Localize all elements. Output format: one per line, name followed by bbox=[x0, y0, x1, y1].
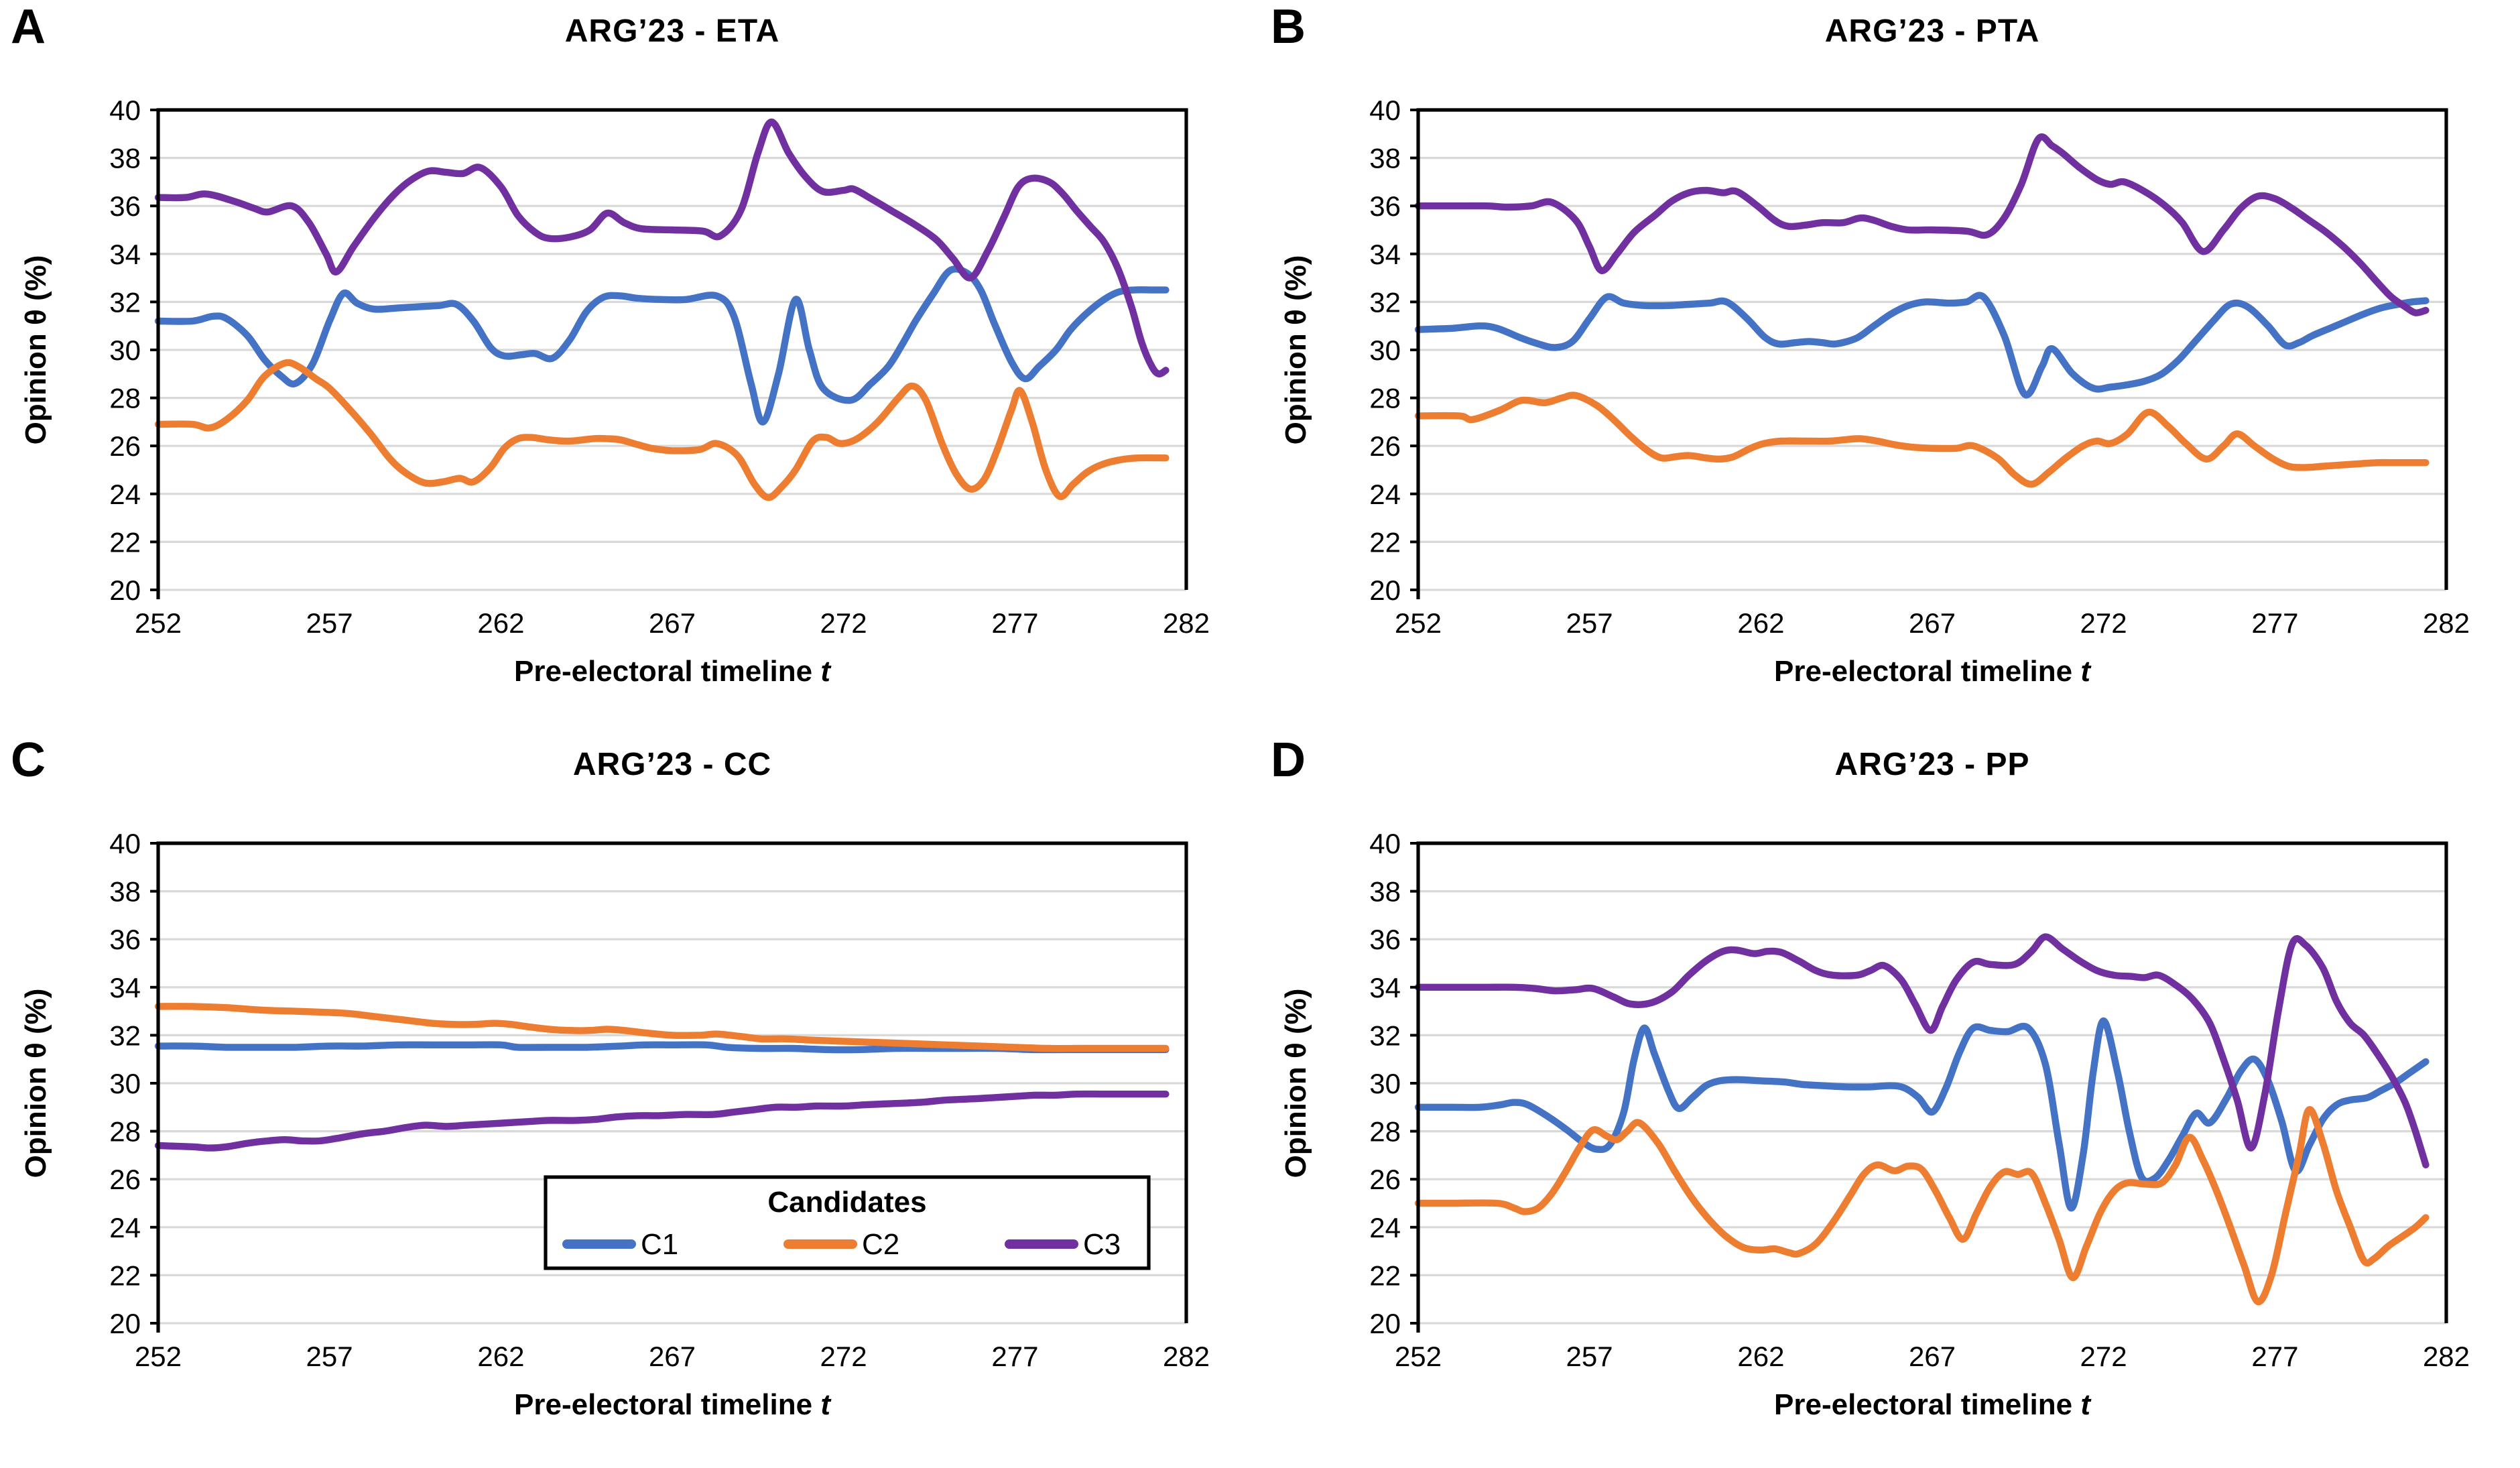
svg-text:277: 277 bbox=[2251, 607, 2298, 639]
svg-text:28: 28 bbox=[1369, 1116, 1401, 1148]
svg-text:282: 282 bbox=[1163, 1341, 1210, 1372]
svg-text:267: 267 bbox=[649, 607, 696, 639]
svg-text:262: 262 bbox=[477, 1341, 524, 1372]
svg-text:32: 32 bbox=[109, 286, 141, 318]
svg-text:40: 40 bbox=[109, 95, 141, 126]
svg-text:24: 24 bbox=[1369, 479, 1401, 510]
panel-d: D ARG’23 - PP Opinion θ (%) 20 22 24 26 28 30… bbox=[1260, 733, 2520, 1467]
svg-text:40: 40 bbox=[1369, 95, 1401, 126]
svg-text:24: 24 bbox=[109, 1212, 141, 1243]
x-axis-label-d: Pre-electoral timeline t bbox=[1774, 1388, 2090, 1421]
svg-text:257: 257 bbox=[306, 607, 353, 639]
x-axis-label-a: Pre-electoral timeline t bbox=[514, 654, 830, 688]
svg-text:40: 40 bbox=[109, 828, 141, 859]
svg-text:252: 252 bbox=[135, 607, 182, 639]
svg-text:30: 30 bbox=[1369, 1068, 1401, 1099]
svg-text:20: 20 bbox=[1369, 1308, 1401, 1339]
svg-text:252: 252 bbox=[1395, 1341, 1442, 1372]
svg-text:34: 34 bbox=[109, 239, 141, 270]
svg-text:20: 20 bbox=[1369, 574, 1401, 606]
svg-text:26: 26 bbox=[1369, 430, 1401, 462]
chart-title-c: ARG’23 - CC bbox=[572, 747, 772, 783]
panel-letter-c: C bbox=[11, 732, 46, 787]
svg-text:28: 28 bbox=[109, 383, 141, 414]
svg-text:30: 30 bbox=[109, 334, 141, 366]
svg-text:26: 26 bbox=[1369, 1164, 1401, 1195]
svg-text:24: 24 bbox=[1369, 1212, 1401, 1243]
svg-text:257: 257 bbox=[1566, 1341, 1613, 1372]
svg-text:30: 30 bbox=[109, 1068, 141, 1099]
panel-letter-b: B bbox=[1271, 0, 1306, 54]
svg-text:32: 32 bbox=[1369, 1020, 1401, 1051]
svg-text:22: 22 bbox=[1369, 526, 1401, 558]
svg-text:20: 20 bbox=[109, 1308, 141, 1339]
svg-text:36: 36 bbox=[109, 190, 141, 222]
svg-text:277: 277 bbox=[2251, 1341, 2298, 1372]
svg-text:282: 282 bbox=[1163, 607, 1210, 639]
x-axis-label-c: Pre-electoral timeline t bbox=[514, 1388, 830, 1421]
plot-area-a: 20 22 24 26 28 30 32 34 36 38 40 252 257 262 267 272 277… bbox=[0, 0, 1260, 733]
plot-area-d: 20 22 24 26 28 30 32 34 36 38 40 252 257 262 267 272 277… bbox=[1260, 733, 2520, 1467]
svg-text:257: 257 bbox=[1566, 607, 1613, 639]
svg-text:22: 22 bbox=[109, 526, 141, 558]
plot-area-b: 20 22 24 26 28 30 32 34 36 38 40 252 257 262 267 272 277… bbox=[1260, 0, 2520, 733]
svg-text:262: 262 bbox=[477, 607, 524, 639]
svg-text:267: 267 bbox=[1909, 607, 1956, 639]
svg-text:24: 24 bbox=[109, 479, 141, 510]
svg-text:26: 26 bbox=[109, 430, 141, 462]
svg-text:38: 38 bbox=[109, 143, 141, 174]
svg-text:267: 267 bbox=[649, 1341, 696, 1372]
svg-text:36: 36 bbox=[109, 924, 141, 955]
svg-text:272: 272 bbox=[820, 1341, 867, 1372]
panel-letter-d: D bbox=[1271, 732, 1306, 787]
svg-text:26: 26 bbox=[109, 1164, 141, 1195]
svg-text:257: 257 bbox=[306, 1341, 353, 1372]
panel-c: C ARG’23 - CC Opinion θ (%) 20 22 24 26 28 30… bbox=[0, 733, 1260, 1467]
svg-text:32: 32 bbox=[109, 1020, 141, 1051]
svg-text:267: 267 bbox=[1909, 1341, 1956, 1372]
svg-text:32: 32 bbox=[1369, 286, 1401, 318]
svg-text:34: 34 bbox=[1369, 239, 1401, 270]
svg-text:34: 34 bbox=[109, 972, 141, 1003]
svg-text:36: 36 bbox=[1369, 924, 1401, 955]
chart-title-b: ARG’23 - PTA bbox=[1824, 13, 2040, 50]
chart-title-d: ARG’23 - PP bbox=[1834, 747, 2030, 783]
svg-text:252: 252 bbox=[1395, 607, 1442, 639]
svg-text:C1: C1 bbox=[641, 1228, 678, 1261]
x-axis-label-b: Pre-electoral timeline t bbox=[1774, 654, 2090, 688]
svg-text:272: 272 bbox=[2080, 1341, 2127, 1372]
panel-a: A ARG’23 - ETA Opinion θ (%) 20 22 24 26 28 3… bbox=[0, 0, 1260, 733]
svg-text:Candidates: Candidates bbox=[767, 1186, 926, 1219]
svg-text:277: 277 bbox=[991, 607, 1038, 639]
svg-text:252: 252 bbox=[135, 1341, 182, 1372]
svg-text:40: 40 bbox=[1369, 828, 1401, 859]
svg-text:C3: C3 bbox=[1083, 1228, 1121, 1261]
svg-text:262: 262 bbox=[1737, 607, 1784, 639]
svg-text:282: 282 bbox=[2423, 607, 2470, 639]
svg-text:20: 20 bbox=[109, 574, 141, 606]
svg-text:272: 272 bbox=[2080, 607, 2127, 639]
panel-letter-a: A bbox=[11, 0, 46, 54]
svg-text:36: 36 bbox=[1369, 190, 1401, 222]
panel-b: B ARG’23 - PTA Opinion θ (%) 20 22 24 26 28 3… bbox=[1260, 0, 2520, 733]
svg-text:272: 272 bbox=[820, 607, 867, 639]
svg-text:30: 30 bbox=[1369, 334, 1401, 366]
svg-text:277: 277 bbox=[991, 1341, 1038, 1372]
svg-text:22: 22 bbox=[1369, 1260, 1401, 1291]
svg-text:38: 38 bbox=[109, 876, 141, 908]
svg-text:262: 262 bbox=[1737, 1341, 1784, 1372]
svg-text:282: 282 bbox=[2423, 1341, 2470, 1372]
svg-text:22: 22 bbox=[109, 1260, 141, 1291]
svg-text:38: 38 bbox=[1369, 143, 1401, 174]
svg-text:28: 28 bbox=[109, 1116, 141, 1148]
plot-area-c: 20 22 24 26 28 30 32 34 36 38 40 252 257 262 267 272 277… bbox=[0, 733, 1260, 1467]
svg-text:C2: C2 bbox=[862, 1228, 899, 1261]
svg-text:28: 28 bbox=[1369, 383, 1401, 414]
svg-text:34: 34 bbox=[1369, 972, 1401, 1003]
chart-title-a: ARG’23 - ETA bbox=[564, 13, 780, 50]
svg-text:38: 38 bbox=[1369, 876, 1401, 908]
